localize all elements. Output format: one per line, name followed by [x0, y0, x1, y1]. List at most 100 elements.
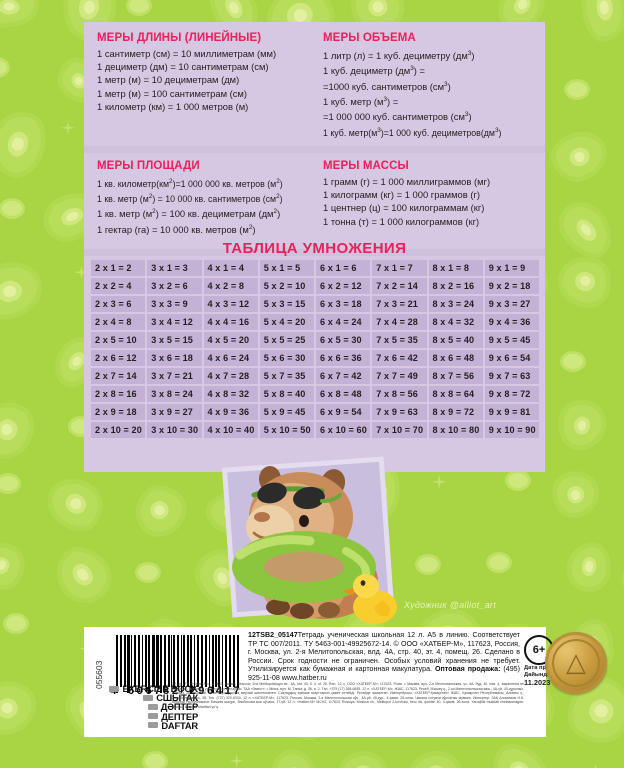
language-item-0: EXERCISE BOOK [86, 683, 198, 694]
multiplication-cell: 2 x 10 = 20 [91, 422, 146, 438]
language-label: DAFTAR [161, 719, 198, 731]
section-length-title: МЕРЫ ДЛИНЫ (ЛИНЕЙНЫЕ) [97, 32, 262, 44]
small-blob [486, 551, 512, 573]
sparkle-shape [60, 120, 75, 135]
wholesale-value: (495) 925-11-08 www.hatber.ru [248, 665, 520, 682]
avocado-blob [405, 746, 464, 768]
multiplication-cell: 5 x 7 = 35 [259, 368, 314, 384]
multiplication-cell: 8 x 5 = 40 [428, 332, 483, 348]
section-area: МЕРЫ ПЛОЩАДИ 1 кв. километр(км2)=1 000 0… [97, 160, 321, 237]
multiplication-row: 2 x 10 = 20 3 x 10 = 30 4 x 10 = 40 5 x 10 … [91, 422, 539, 438]
avocado-blob [556, 475, 595, 514]
language-label: ДЕПТЕР [161, 710, 198, 722]
multiplication-cell: 6 x 7 = 42 [316, 368, 371, 384]
multiplication-cell: 3 x 1 = 3 [147, 260, 202, 276]
multiplication-cell: 3 x 9 = 27 [147, 404, 202, 420]
multiplication-cell: 6 x 9 = 54 [316, 404, 371, 420]
multiplication-cell: 5 x 10 = 50 [259, 422, 314, 438]
multiplication-cell: 2 x 9 = 18 [91, 404, 146, 420]
section-mass-line-2: 1 центнер (ц) = 100 килограммам (кг) [323, 202, 485, 214]
multiplication-cell: 8 x 3 = 24 [428, 296, 483, 312]
multiplication-cell: 3 x 6 = 18 [147, 350, 202, 366]
multiplication-row: 2 x 6 = 12 3 x 6 = 18 4 x 6 = 24 5 x 6 = 30… [91, 350, 539, 366]
multiplication-cell: 9 x 2 = 18 [484, 278, 539, 294]
multiplication-cell: 7 x 9 = 63 [372, 404, 427, 420]
product-text: Тетрадь ученическая школьная 12 л. А5 в … [248, 631, 520, 674]
multiplication-row: 2 x 5 = 10 3 x 5 = 15 4 x 5 = 20 5 x 5 = 25… [91, 332, 539, 348]
product-description: 12TSB2_05147Тетрадь ученическая школьная… [248, 631, 520, 683]
multiplication-cell: 6 x 2 = 12 [316, 278, 371, 294]
small-blob [0, 198, 26, 220]
section-volume-title: МЕРЫ ОБЪЕМА [323, 32, 416, 44]
multiplication-cell: 2 x 2 = 4 [91, 278, 146, 294]
multiplication-cell: 5 x 5 = 25 [259, 332, 314, 348]
section-area-line-1: 1 кв. метр (м2) = 10 000 кв. сантиметров… [97, 193, 283, 205]
small-blob [559, 351, 586, 373]
avocado-blob [0, 262, 43, 320]
multiplication-cell: 4 x 6 = 24 [203, 350, 258, 366]
section-volume-line-2: =1000 куб. сантиметров (см3) [323, 80, 451, 92]
avocado-blob [51, 543, 115, 608]
section-length-line-0: 1 сантиметр (см) = 10 миллиметрам (мм) [97, 48, 277, 59]
multiplication-cell: 3 x 4 = 12 [147, 314, 202, 330]
artist-credit: Художник @alliot_art [404, 600, 497, 610]
multiplication-cell: 7 x 5 = 35 [372, 332, 427, 348]
multiplication-cell: 6 x 4 = 24 [316, 314, 371, 330]
multiplication-cell: 3 x 2 = 6 [147, 278, 202, 294]
multiplication-cell: 9 x 10 = 90 [484, 422, 539, 438]
multiplication-cell: 6 x 1 = 6 [316, 260, 371, 276]
language-label: ДӘПТЕР [160, 701, 198, 713]
multiplication-cell: 2 x 4 = 8 [91, 314, 146, 330]
multiplication-row: 2 x 8 = 16 3 x 8 = 24 4 x 8 = 32 5 x 8 = 40… [91, 386, 539, 402]
small-blob [0, 472, 21, 494]
avocado-blob [0, 111, 47, 178]
section-area-line-3: 1 гектар (га) = 10 000 кв. метров (м2) [97, 223, 256, 235]
multiplication-cell: 2 x 1 = 2 [91, 260, 146, 276]
language-list: EXERCISE BOOK СШЫТАК ДӘПТЕР ДЕПТЕР DAFTA… [86, 683, 198, 731]
language-item-3: ДЕПТЕР [86, 710, 198, 722]
avocado-blob [560, 402, 604, 449]
multiplication-cell: 9 x 8 = 72 [484, 386, 539, 402]
multiplication-cell: 5 x 4 = 20 [259, 314, 314, 330]
multiplication-cell: 7 x 1 = 7 [372, 260, 427, 276]
multiplication-cell: 5 x 1 = 5 [259, 260, 314, 276]
small-blob [126, 0, 153, 16]
sparkle-shape [229, 753, 244, 768]
section-mass-line-1: 1 килограмм (кг) = 1 000 граммов (г) [323, 189, 481, 201]
section-volume-line-5: 1 куб. метр(м3)=1 000 куб. дециметров(дм… [323, 126, 502, 138]
section-mass-line-0: 1 грамм (г) = 1 000 миллиграммов (мг) [323, 176, 491, 187]
product-label: 4 606782 296417 055603 EXERCISE BOOK СШЫ… [84, 627, 598, 737]
barcode-bars [116, 635, 242, 693]
multiplication-cell: 7 x 10 = 70 [372, 422, 427, 438]
multiplication-cell: 6 x 10 = 60 [316, 422, 371, 438]
avocado-blob [0, 398, 37, 462]
multiplication-cell: 8 x 7 = 56 [428, 368, 483, 384]
section-volume: МЕРЫ ОБЪЕМА 1 литр (л) = 1 куб. дециметр… [323, 32, 541, 140]
multiplication-cell: 6 x 5 = 30 [316, 332, 371, 348]
wholesale-label: Оптовая продажа: [434, 665, 501, 674]
multiplication-cell: 3 x 3 = 9 [147, 296, 202, 312]
multiplication-cell: 8 x 9 = 72 [428, 404, 483, 420]
section-mass-line-3: 1 тонна (т) = 1 000 килограммов (кг) [323, 215, 480, 227]
multiplication-cell: 5 x 3 = 15 [259, 296, 314, 312]
section-area-line-2: 1 кв. метр (м2) = 100 кв. дециметрам (дм… [97, 208, 281, 220]
avocado-blob [488, 740, 551, 768]
multiplication-cell: 4 x 3 = 12 [203, 296, 258, 312]
small-blob [505, 470, 532, 492]
multiplication-cell: 9 x 4 = 36 [484, 314, 539, 330]
multiplication-cell: 2 x 7 = 14 [91, 368, 146, 384]
small-blob [134, 562, 161, 584]
multiplication-cell: 2 x 5 = 10 [91, 332, 146, 348]
language-item-2: ДӘПТЕР [86, 701, 198, 713]
section-length-line-3: 1 метр (м) = 100 сантиметрам (см) [97, 87, 248, 99]
section-length-line-2: 1 метр (м) = 10 дециметрам (дм) [97, 74, 240, 86]
multiplication-cell: 2 x 8 = 16 [91, 386, 146, 402]
capybara-illustration [196, 455, 436, 635]
multiplication-row: 2 x 9 = 18 3 x 9 = 27 4 x 9 = 36 5 x 9 = 45… [91, 404, 539, 420]
multiplication-cell: 8 x 10 = 80 [428, 422, 483, 438]
multiplication-cell: 8 x 8 = 64 [428, 386, 483, 402]
section-volume-line-1: 1 куб. дециметр (дм3) = [323, 65, 425, 77]
seal-emblem-icon: △ [566, 647, 586, 677]
